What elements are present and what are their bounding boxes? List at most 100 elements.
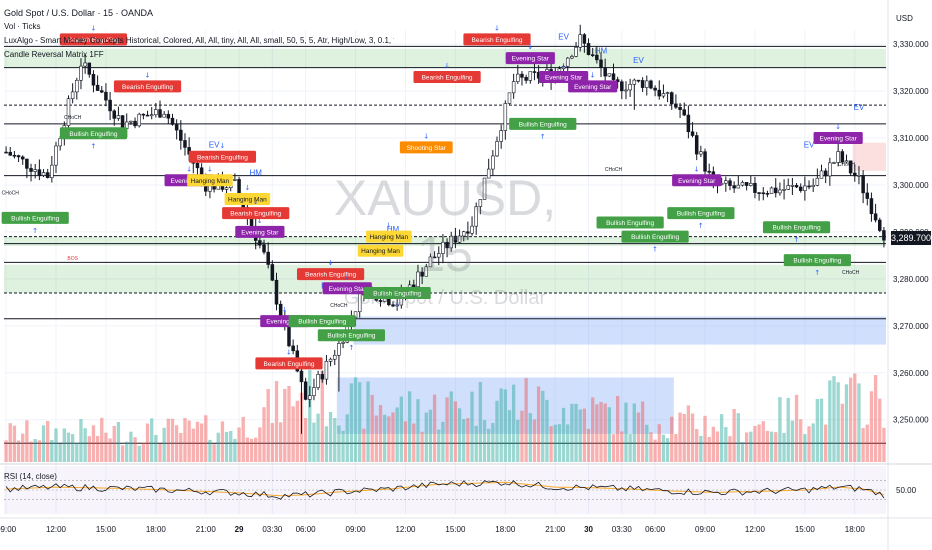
pattern-label-box (413, 70, 481, 83)
candle-body (50, 164, 54, 178)
candle-matrix-label[interactable]: Candle Reversal Matrix 1FF (4, 50, 104, 59)
pattern-label-box (59, 33, 128, 46)
pattern-label-box (505, 52, 555, 65)
volume-bar (640, 401, 645, 462)
pattern-label-box (235, 225, 285, 238)
volume-bar (649, 432, 653, 462)
pattern-label-text: Hanging Man (191, 178, 230, 185)
volume-bar (328, 411, 333, 462)
candle-body (524, 77, 528, 81)
volume-indicator-label[interactable]: Vol · Ticks (4, 22, 41, 31)
volume-bar (66, 432, 71, 462)
arrow-down-icon: ↓ (207, 165, 213, 173)
candle-body (270, 264, 275, 281)
volume-bar (607, 407, 611, 462)
candle-body (486, 168, 491, 179)
currency-label[interactable]: USD (896, 14, 913, 23)
volume-bar (345, 414, 349, 462)
volume-bar (25, 420, 29, 462)
volume-bar (815, 399, 820, 462)
volume-bar (699, 435, 703, 462)
volume-bar (291, 406, 295, 462)
pattern-label-text: Bearish Engulfing (68, 37, 119, 44)
volume-bar (536, 386, 541, 462)
candle-body (274, 279, 279, 305)
volume-bar (482, 420, 487, 462)
pattern-label-box (363, 286, 431, 299)
pattern-label-box (357, 244, 404, 257)
pattern-label-text: Bullish Engulfing (69, 131, 117, 138)
pattern-label: Bullish Engulfing ↑ (621, 230, 689, 254)
pattern-label-box (783, 254, 851, 267)
candle-body (391, 304, 395, 307)
arrow-up-icon: ↑ (32, 227, 38, 235)
volume-bar (224, 431, 229, 462)
volume-bar (445, 397, 449, 462)
candle-body (233, 179, 237, 181)
time-tick-label: 15:00 (96, 525, 117, 534)
volume-bar (174, 425, 179, 462)
candle-body (578, 34, 582, 48)
candle-body (853, 172, 857, 177)
arrow-down-icon: ↓ (91, 24, 97, 32)
candle-body (145, 114, 150, 117)
candle-body (532, 71, 537, 73)
pattern-label: Bullish Engulfing ↑ (783, 254, 851, 277)
pattern-label-text: Bearish Engulfing (472, 37, 523, 44)
volume-bar (478, 382, 483, 462)
volume-bar (819, 398, 824, 462)
candle-body (840, 151, 845, 163)
structure-label: HM (387, 225, 400, 234)
smc-indicator-label[interactable]: LuxAlgo - Smart Money Concepts Historica… (4, 36, 394, 45)
volume-bar (362, 428, 366, 462)
pattern-label-text: Hanging Man (369, 234, 408, 241)
time-axis: 09:00 12:00 15:00 18:00 21:00 29 03:30 06:00 09:… (0, 517, 932, 534)
volume-bar (37, 440, 42, 462)
candle-body (624, 89, 628, 92)
candle-body (29, 168, 33, 172)
candle-body (773, 187, 778, 194)
candle-body (324, 361, 329, 380)
volume-bar (403, 421, 408, 462)
volume-bar (4, 440, 8, 462)
volume-bar (840, 403, 844, 462)
candle-body (499, 130, 503, 142)
price-tick-label: 3,310.000 (893, 134, 929, 143)
volume-bar (83, 428, 87, 462)
pattern-label-text: Shooting Star (407, 145, 447, 152)
volume-bar (333, 418, 337, 462)
volume-bar (524, 378, 528, 462)
candle-body (183, 140, 187, 148)
candle-body (778, 189, 782, 194)
pattern-label: Evening Star ↓ (322, 273, 372, 295)
candle-body (495, 141, 499, 157)
volume-bar (266, 389, 270, 462)
candle-body (815, 177, 820, 186)
candle-body (291, 345, 295, 352)
zone-green (4, 48, 886, 68)
volume-bar (736, 413, 740, 462)
candle-body (412, 284, 416, 288)
volume-bar (670, 416, 674, 462)
pattern-label-box (113, 80, 182, 93)
pattern-label-box (296, 268, 365, 281)
candle-body (690, 131, 695, 136)
volume-bar (416, 399, 420, 462)
pattern-label-box (366, 230, 412, 243)
time-tick-label: 03:30 (612, 525, 633, 534)
candle-body (836, 151, 840, 163)
candle-body (416, 271, 420, 288)
time-tick-label: 18:00 (495, 525, 516, 534)
price-tick-label: 3,300.000 (893, 181, 929, 190)
volume-bar (520, 410, 524, 462)
structure-label: EV (804, 140, 815, 149)
volume-bar (873, 375, 878, 462)
arrow-up-icon: ↑ (394, 302, 400, 310)
pattern-labels: Bullish Engulfing ↑ Bullish Engulfing ↑ Bear… (1, 24, 863, 370)
arrow-down-icon: ↓ (590, 71, 596, 79)
pattern-label: Evening Star ↓ (235, 217, 285, 238)
rsi-title[interactable]: RSI (14, close) (4, 472, 57, 481)
volume-bar (769, 431, 774, 462)
symbol-title[interactable]: Gold Spot / U.S. Dollar · 15 · OANDA (4, 8, 154, 18)
